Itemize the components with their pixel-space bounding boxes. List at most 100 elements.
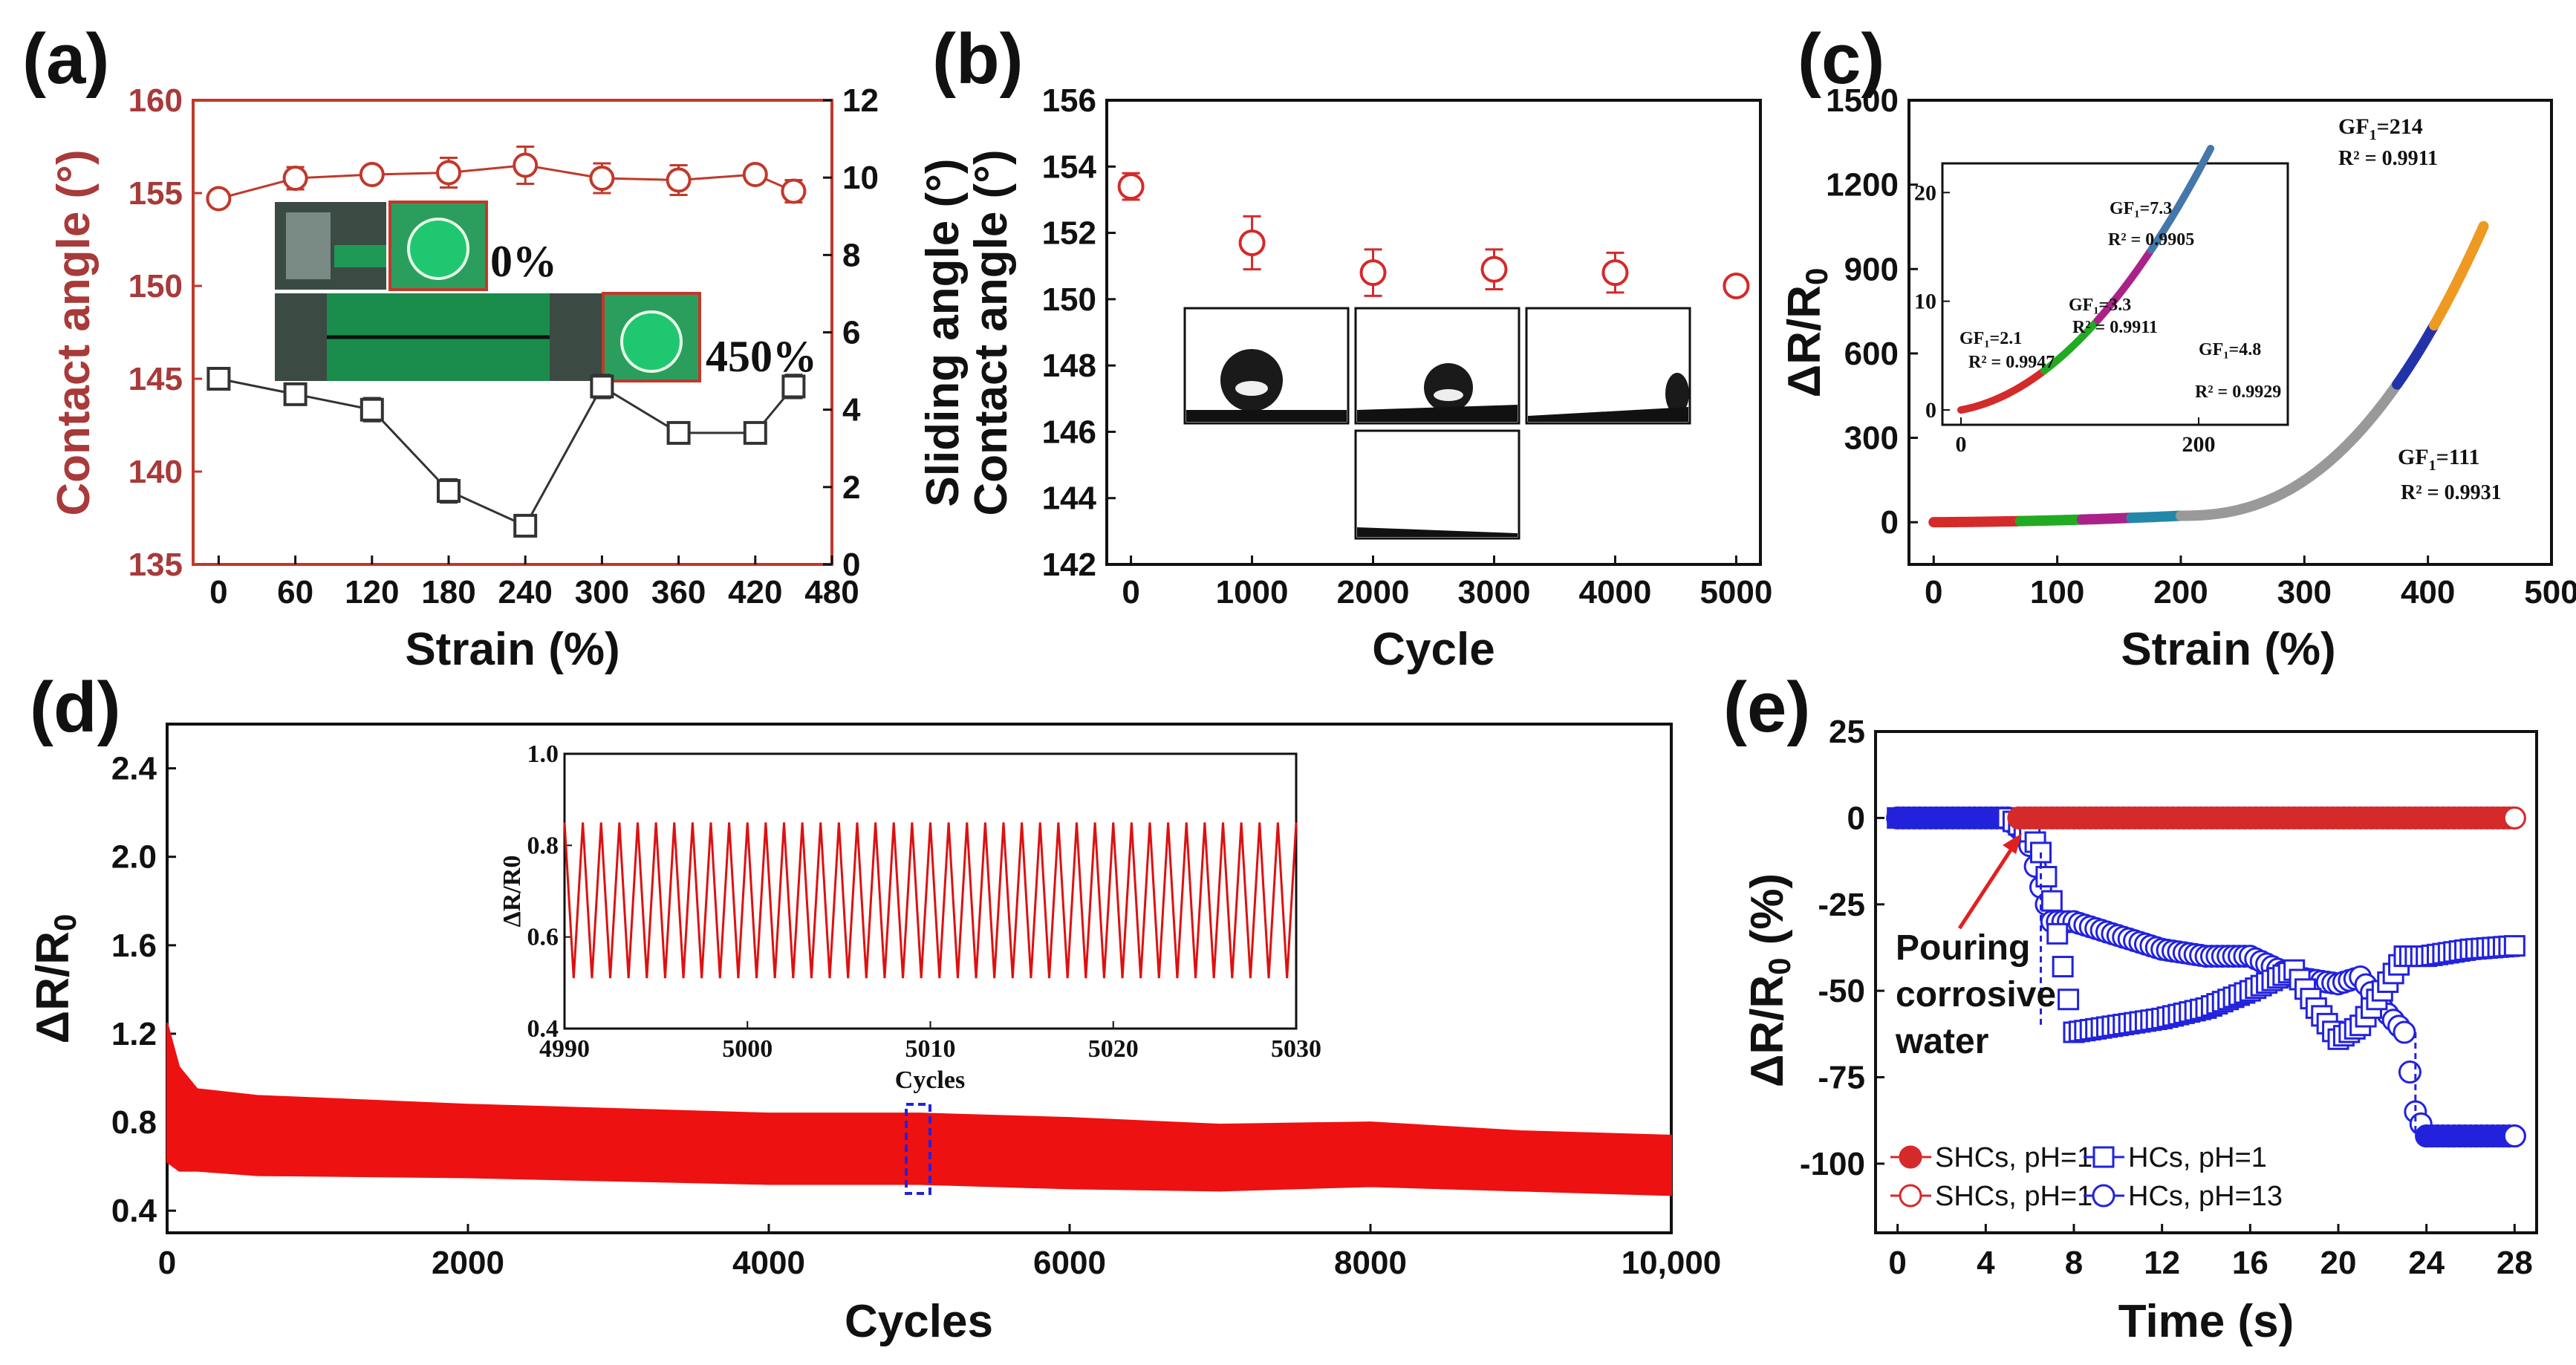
svg-text:R² = 0.9911: R² = 0.9911 [2072,318,2158,337]
data-point [206,367,231,391]
panel-b-label: (b) [932,19,1024,99]
data-point [436,160,461,186]
data-point [283,382,308,406]
panel-b-droplet-images [1183,307,1691,540]
data-point [781,178,807,204]
curve-segment-6 [2428,221,2489,331]
svg-text:R² = 0.9905: R² = 0.9905 [2108,230,2194,250]
inset-curve-segment-3 [2147,145,2214,254]
y-tick-label: 160 [129,82,183,119]
x-tick-label: 10,000 [1622,1245,1722,1281]
panel-d-xlabel: Cycles [845,1296,993,1347]
panel-d-label: (d) [30,668,121,747]
legend-label: HCs, pH=1 [2128,1142,2267,1173]
legend-marker [1899,1184,1922,1208]
inset-curve-segment-2 [2094,247,2154,325]
y-tick-label: 2.0 [111,839,157,876]
panel-c-xlabel: Strain (%) [2121,624,2335,675]
hcs-ph1-point [2052,956,2074,978]
x-tick-label: 3000 [1458,574,1531,610]
panel-d-chart: 0 2000 4000 6000 8000 10,000 0.4 0.8 1.2 1.6 2.0 2.… [27,723,1722,1347]
y-tick-label: 600 [1844,336,1899,372]
panel-b-chart: 0 1000 2000 3000 4000 5000 142 144 146 148 150 152 1… [966,82,1772,675]
legend-label: SHCs, pH=13 [1935,1181,2108,1212]
panel-d-frame [166,723,1673,1234]
x-tick-label: 400 [2401,574,2455,610]
y-tick-label: 1.6 [111,928,157,964]
svg-text:R² = 0.9947: R² = 0.9947 [1968,353,2055,372]
y-tick-label: 0.8 [111,1104,157,1141]
hcs-ph1-point [2503,935,2525,957]
inset-x-tick-label: 4990 [539,1035,590,1063]
y-tick-label: 145 [129,361,183,397]
y2-tick-label: 8 [842,237,860,273]
inset-y-tick-label: 20 [1914,180,1936,205]
svg-text:GF₁=3.3: GF₁=3.3 [2069,296,2131,315]
shcs-ph13-point [2502,806,2526,830]
y2-tick-label: 0 [842,547,860,583]
data-point [360,397,384,422]
y2-tick-label: 6 [842,315,860,351]
y2-tick-label: 12 [842,82,879,119]
x-tick-label: 0 [1122,574,1139,610]
inset-x-tick-label: 5010 [905,1035,956,1063]
svg-text:R² = 0.9931: R² = 0.9931 [2401,481,2502,504]
panel-c-annotation-1: GF1=214 R² = 0.9911 [2338,114,2438,170]
y-tick-label: 140 [129,454,183,490]
svg-text:R² = 0.9929: R² = 0.9929 [2195,382,2281,402]
inset-strain-0: 0% [490,237,557,286]
x-tick-label: 180 [421,574,475,610]
y-tick-label: 155 [129,175,183,212]
panel-c-ylabel: ΔR/R0 [1779,268,1834,398]
y2-tick-label: 10 [842,160,879,196]
data-point [437,479,461,504]
panel-e-chart: 0 4 8 12 16 20 24 28 25 0 -25 -50 -75 -100 Pouring co… [1742,714,2538,1347]
legend-marker [1899,1145,1922,1169]
curve-segment-1 [2014,514,2087,527]
curve-segment-2 [2076,512,2137,525]
y-tick-label: 150 [1042,281,1096,318]
legend-label: HCs, pH=13 [2128,1181,2283,1212]
y-tick-label: 300 [1844,420,1899,457]
data-point [781,374,806,399]
inset-x-tick-label: 5000 [722,1035,773,1063]
data-point [1238,229,1266,256]
data-point [282,166,308,191]
y-tick-label: -25 [1818,887,1865,923]
panel-e-legend: SHCs, pH=1 HCs, pH=1 SHCs, pH=13 HCs, pH=13 [1890,1142,2283,1212]
hcs-ph13-point [2393,1020,2416,1044]
inset-x-tick-label: 200 [2182,432,2216,457]
x-tick-label: 28 [2497,1245,2533,1281]
hcs-ph1-point [2040,890,2063,912]
data-point [513,513,538,538]
y2-tick-label: 2 [842,469,860,506]
x-tick-label: 2000 [1337,574,1410,610]
y2-tick-label: 4 [842,392,861,429]
hcs-ph13-point [2398,1061,2421,1084]
panel-e-label: (e) [1723,668,1810,747]
y-tick-label: 135 [129,547,183,583]
x-tick-label: 0 [1925,574,1942,610]
droplet-image-4 [1354,429,1520,540]
panel-b-frame [1105,99,1762,566]
panel-c-annotation-2: GF1=111 R² = 0.9931 [2398,445,2502,504]
x-tick-label: 360 [651,574,706,610]
panel-a-y2label: Sliding angle (°) [917,158,969,506]
svg-text:R² = 0.9911: R² = 0.9911 [2338,147,2438,170]
panel-d-inset-ylabel: ΔR/R0 [498,856,526,928]
y-tick-label: 0.4 [111,1193,157,1229]
y-tick-label: 1.2 [111,1016,157,1052]
x-tick-label: 300 [2277,574,2332,610]
inset-x-tick-label: 5020 [1088,1035,1139,1063]
y-tick-label: 900 [1844,251,1899,287]
x-tick-label: 420 [728,574,782,610]
data-point [666,167,692,193]
inset-curve-segment-1 [2040,318,2101,375]
y-tick-label: 150 [129,268,183,304]
hcs-ph1-point [2058,988,2080,1011]
x-tick-label: 8000 [1334,1245,1407,1281]
y-tick-label: 152 [1042,215,1096,252]
data-point [206,186,232,212]
x-tick-label: 5000 [1700,574,1772,610]
panel-c-label: (c) [1798,19,1884,99]
